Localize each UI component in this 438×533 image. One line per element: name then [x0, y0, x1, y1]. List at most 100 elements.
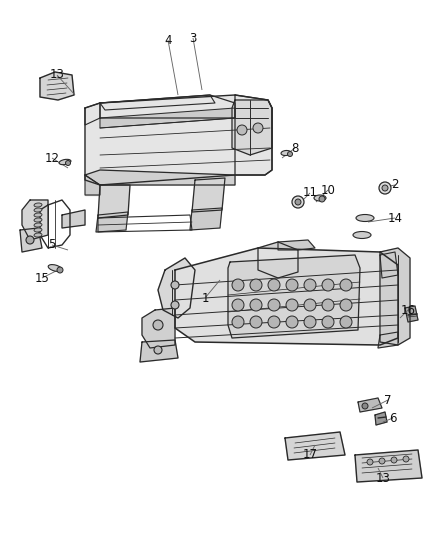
Circle shape	[379, 458, 385, 464]
Text: 5: 5	[48, 238, 56, 252]
Circle shape	[253, 123, 263, 133]
Text: 7: 7	[384, 393, 392, 407]
Polygon shape	[40, 72, 74, 100]
Circle shape	[268, 299, 280, 311]
Polygon shape	[22, 200, 48, 240]
Circle shape	[287, 151, 293, 157]
Circle shape	[171, 281, 179, 289]
Circle shape	[66, 160, 71, 166]
Polygon shape	[62, 210, 85, 228]
Circle shape	[268, 279, 280, 291]
Text: 13: 13	[49, 69, 64, 82]
Polygon shape	[192, 178, 225, 212]
Polygon shape	[358, 398, 382, 412]
Circle shape	[340, 299, 352, 311]
Polygon shape	[85, 103, 100, 125]
Polygon shape	[175, 248, 398, 345]
Circle shape	[295, 199, 301, 205]
Polygon shape	[140, 340, 178, 362]
Text: 1: 1	[201, 292, 209, 304]
Ellipse shape	[48, 264, 62, 271]
Circle shape	[382, 185, 388, 191]
Polygon shape	[278, 240, 315, 250]
Circle shape	[403, 456, 409, 462]
Polygon shape	[190, 208, 222, 230]
Ellipse shape	[281, 150, 291, 156]
Text: 6: 6	[389, 411, 397, 424]
Ellipse shape	[34, 208, 42, 212]
Ellipse shape	[34, 203, 42, 207]
Ellipse shape	[34, 213, 42, 217]
Polygon shape	[142, 308, 175, 348]
Polygon shape	[20, 228, 42, 252]
Ellipse shape	[353, 231, 371, 238]
Text: 15: 15	[35, 271, 49, 285]
Text: 12: 12	[45, 151, 60, 165]
Circle shape	[232, 279, 244, 291]
Circle shape	[153, 320, 163, 330]
Circle shape	[304, 299, 316, 311]
Polygon shape	[380, 248, 410, 345]
Circle shape	[292, 196, 304, 208]
Polygon shape	[258, 242, 298, 278]
Ellipse shape	[34, 223, 42, 227]
Polygon shape	[228, 255, 360, 338]
Circle shape	[319, 196, 325, 202]
Circle shape	[171, 301, 179, 309]
Circle shape	[322, 279, 334, 291]
Circle shape	[304, 316, 316, 328]
Circle shape	[362, 403, 368, 409]
Polygon shape	[285, 432, 345, 460]
Circle shape	[304, 279, 316, 291]
Ellipse shape	[314, 195, 326, 201]
Ellipse shape	[59, 159, 71, 165]
Polygon shape	[98, 185, 130, 218]
Text: 17: 17	[303, 448, 318, 462]
Text: 3: 3	[189, 31, 197, 44]
Polygon shape	[375, 412, 387, 425]
Ellipse shape	[356, 214, 374, 222]
Text: 10: 10	[321, 183, 336, 197]
Polygon shape	[85, 170, 235, 185]
Text: 16: 16	[400, 303, 416, 317]
Ellipse shape	[34, 233, 42, 237]
Text: 14: 14	[388, 212, 403, 224]
Polygon shape	[235, 95, 272, 175]
Text: 11: 11	[303, 187, 318, 199]
Circle shape	[268, 316, 280, 328]
Circle shape	[286, 316, 298, 328]
Polygon shape	[405, 306, 418, 322]
Polygon shape	[355, 450, 422, 482]
Circle shape	[26, 236, 34, 244]
Polygon shape	[100, 95, 235, 118]
Circle shape	[340, 279, 352, 291]
Polygon shape	[100, 95, 215, 110]
Polygon shape	[96, 212, 128, 232]
Polygon shape	[85, 175, 100, 195]
Circle shape	[57, 267, 63, 273]
Circle shape	[237, 125, 247, 135]
Circle shape	[391, 457, 397, 463]
Circle shape	[367, 459, 373, 465]
Circle shape	[232, 299, 244, 311]
Text: 8: 8	[291, 141, 299, 155]
Circle shape	[250, 279, 262, 291]
Circle shape	[340, 316, 352, 328]
Text: 2: 2	[391, 179, 399, 191]
Ellipse shape	[34, 218, 42, 222]
Polygon shape	[378, 332, 398, 348]
Polygon shape	[100, 108, 235, 128]
Polygon shape	[380, 252, 398, 278]
Circle shape	[379, 182, 391, 194]
Circle shape	[250, 299, 262, 311]
Ellipse shape	[34, 228, 42, 232]
Circle shape	[322, 299, 334, 311]
Polygon shape	[232, 100, 272, 155]
Circle shape	[322, 316, 334, 328]
Text: 13: 13	[375, 472, 390, 484]
Polygon shape	[158, 258, 195, 318]
Circle shape	[154, 346, 162, 354]
Circle shape	[232, 316, 244, 328]
Circle shape	[250, 316, 262, 328]
Polygon shape	[85, 95, 272, 185]
